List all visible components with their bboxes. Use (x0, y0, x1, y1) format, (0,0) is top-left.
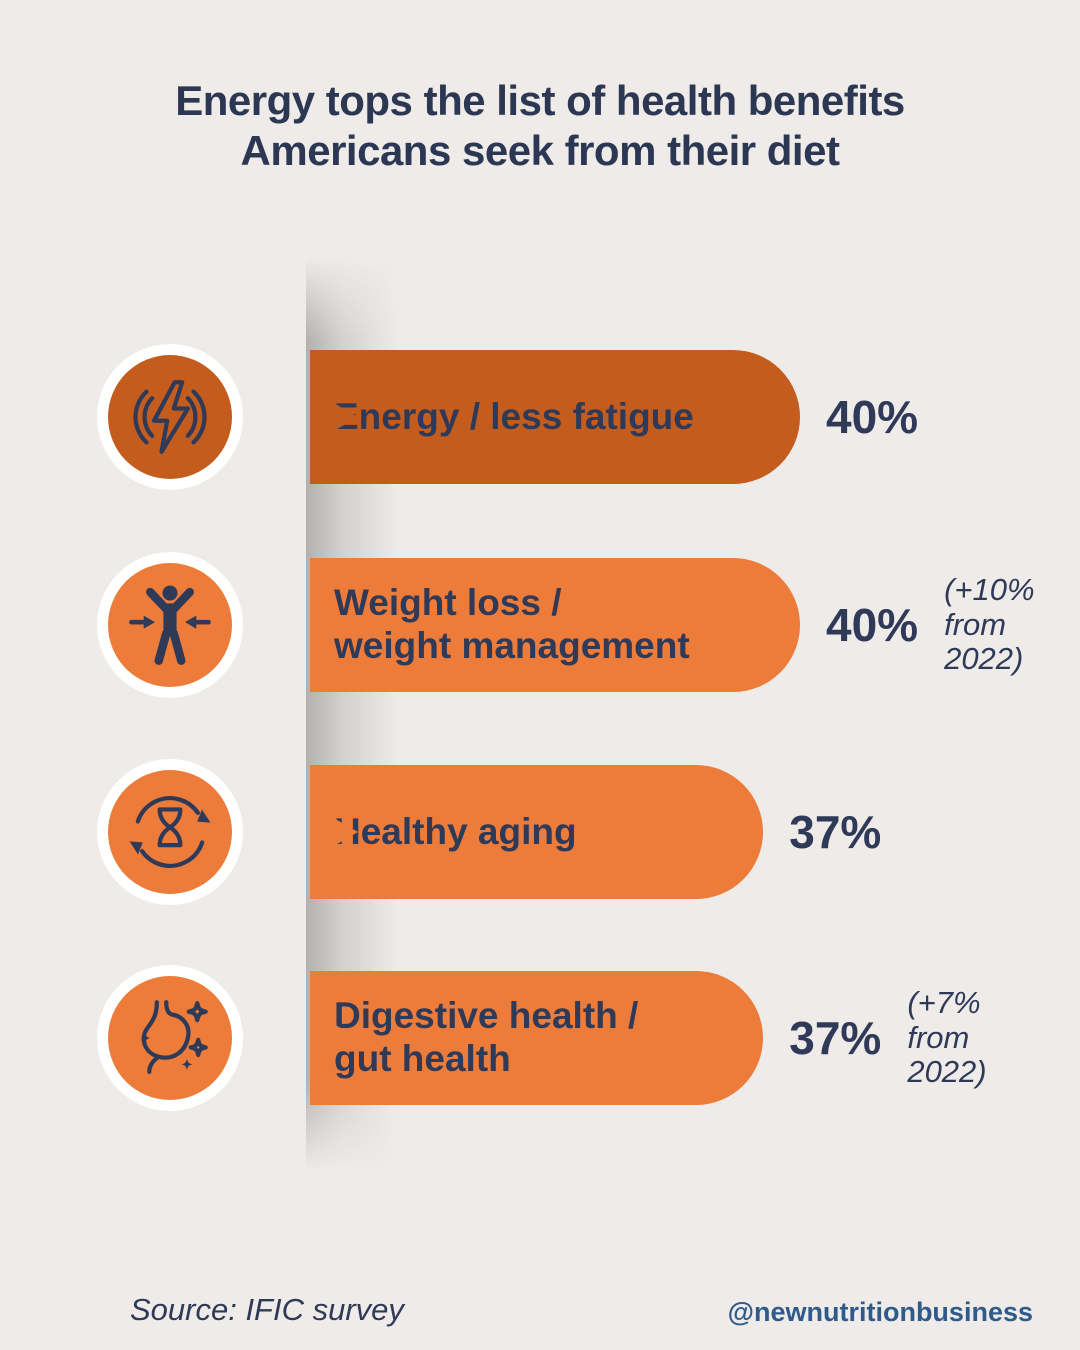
digestive-health-icon (140, 1000, 208, 1074)
healthy-aging-icon (129, 796, 211, 868)
bar: Energy / less fatigue (310, 350, 800, 484)
bar-group: Weight loss / weight management 40% (+10… (310, 558, 1035, 692)
badge-circle (108, 355, 232, 479)
bar-group: Digestive health / gut health 37% (+7% f… (310, 971, 987, 1105)
chart-row-digestive-health: Digestive health / gut health 37% (+7% f… (0, 965, 1080, 1111)
badge-tail (325, 606, 358, 644)
bar-group: Healthy aging 37% (310, 765, 881, 899)
bar: Weight loss / weight management (310, 558, 800, 692)
source-caption: Source: IFIC survey (130, 1292, 404, 1327)
badge-circle (108, 976, 232, 1100)
badge-tail (325, 398, 358, 436)
percent-label: 40% (826, 391, 919, 443)
percent-label: 40% (826, 599, 919, 651)
bar-label: Digestive health / gut health (334, 995, 639, 1079)
digestive-health-badge (97, 965, 358, 1111)
percent-label: 37% (789, 1012, 882, 1064)
bar-label: Weight loss / weight management (334, 582, 690, 666)
change-note: (+7% from 2022) (907, 984, 987, 1090)
change-note: (+10% from 2022) (944, 571, 1035, 677)
bar: Healthy aging (310, 765, 764, 899)
bar-label: Energy / less fatigue (334, 395, 694, 437)
healthy-aging-badge (97, 759, 358, 905)
chart-row-weight-loss: Weight loss / weight management 40% (+10… (0, 552, 1080, 698)
badge-tail (325, 1019, 358, 1057)
social-handle: @newnutritionbusiness (727, 1297, 1033, 1327)
percent-label: 37% (789, 806, 882, 858)
badge-circle (108, 770, 232, 894)
chart-row-healthy-aging: Healthy aging 37% (0, 759, 1080, 905)
chart-row-energy: Energy / less fatigue 40% (0, 344, 1080, 490)
bar: Digestive health / gut health (310, 971, 764, 1105)
badge-circle (108, 563, 232, 687)
weight-loss-icon (129, 585, 211, 665)
energy-icon (133, 380, 207, 454)
bar-group: Energy / less fatigue 40% (310, 350, 918, 484)
badge-tail (325, 813, 358, 851)
energy-badge (97, 344, 358, 490)
page-title: Energy tops the list of health benefits … (175, 77, 905, 175)
weight-loss-badge (97, 552, 358, 698)
